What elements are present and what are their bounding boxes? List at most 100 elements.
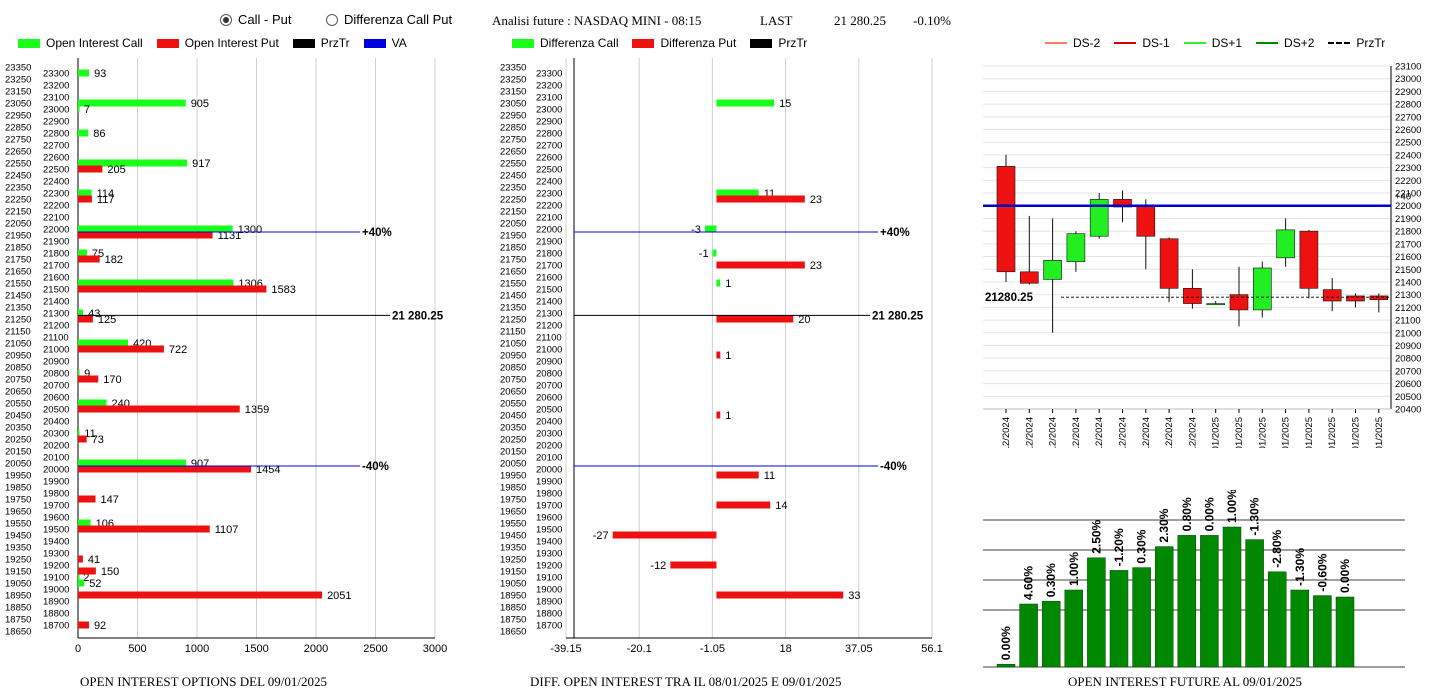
bar — [716, 315, 794, 323]
y-tick-label: 21900 — [536, 237, 562, 248]
y-tick-label: 23300 — [43, 69, 69, 80]
legend-label: Open Interest Call — [46, 36, 143, 50]
data-label: 0.80% — [1180, 497, 1194, 531]
data-label: 182 — [105, 254, 123, 266]
data-label: -2.80% — [1270, 529, 1284, 567]
data-label: 11 — [764, 188, 775, 200]
legend-label: PrzTr — [1356, 36, 1386, 50]
data-label: 2051 — [327, 590, 351, 602]
x-tick-label: 01/01/2025 — [1211, 417, 1222, 448]
legend-label: PrzTr — [320, 36, 350, 50]
data-label: -0.60% — [1315, 553, 1329, 591]
y-tick-label: 21600 — [536, 273, 562, 284]
y-tick-label: 20200 — [43, 441, 69, 452]
data-label: 2.30% — [1157, 508, 1171, 542]
bar — [78, 99, 186, 107]
bar — [1064, 589, 1084, 668]
y-tick-label: 20850 — [500, 363, 526, 374]
y-tick-label: 21350 — [5, 303, 31, 314]
bar — [78, 567, 96, 575]
y-tick-label: 18750 — [5, 615, 31, 626]
bar — [78, 435, 87, 443]
y-tick-label: 22100 — [1395, 189, 1421, 200]
y-tick-label: 22350 — [5, 183, 31, 194]
y-tick-label: 18900 — [43, 597, 69, 608]
data-label: 147 — [100, 494, 118, 506]
bar — [78, 369, 80, 377]
y-tick-label: 21100 — [43, 333, 69, 344]
candle-body — [1252, 267, 1272, 311]
y-tick-label: 20500 — [1395, 392, 1421, 403]
y-tick-label: 22300 — [536, 189, 562, 200]
y-tick-label: 22650 — [500, 147, 526, 158]
y-tick-label: 19300 — [536, 549, 562, 560]
y-tick-label: 19750 — [500, 495, 526, 506]
y-tick-label: 19000 — [43, 585, 69, 596]
bar — [716, 261, 805, 269]
data-label: 722 — [169, 344, 187, 356]
y-tick-label: 21850 — [500, 243, 526, 254]
data-label: 917 — [192, 158, 210, 170]
y-tick-label: 20700 — [536, 381, 562, 392]
y-tick-label: 20600 — [1395, 379, 1421, 390]
y-tick-label: 20400 — [536, 417, 562, 428]
radio-differenza[interactable]: Differenza Call Put — [326, 12, 452, 27]
y-tick-label: 20100 — [43, 453, 69, 464]
legend-item-ds-1: DS-1 — [1114, 36, 1170, 50]
y-tick-label: 20850 — [5, 363, 31, 374]
y-tick-label: 20300 — [536, 429, 562, 440]
legend-label: DS-1 — [1142, 36, 1170, 50]
y-tick-label: 22750 — [5, 135, 31, 146]
legend-item-ds-2: DS-2 — [1045, 36, 1100, 50]
bar — [1177, 535, 1197, 668]
y-tick-label: 21000 — [1395, 328, 1421, 339]
radio-call-put[interactable]: Call - Put — [220, 12, 291, 27]
data-label: 205 — [107, 164, 125, 176]
x-tick-label: 27/12/2024 — [1141, 417, 1152, 448]
bar — [996, 663, 1016, 668]
radio-differenza-indicator[interactable] — [326, 13, 338, 26]
data-label: 52 — [89, 578, 101, 590]
y-tick-label: 19700 — [43, 501, 69, 512]
legend-label: Differenza Put — [660, 36, 737, 50]
data-label: 905 — [191, 98, 209, 110]
candle-body — [1369, 295, 1389, 301]
x-tick-label: -20.1 — [627, 643, 652, 655]
legend-item-diff-put: Differenza Put — [632, 36, 736, 50]
y-tick-label: 21500 — [1395, 265, 1421, 276]
candle-body — [1136, 205, 1156, 237]
y-tick-label: 22900 — [43, 117, 69, 128]
y-tick-label: 22500 — [536, 165, 562, 176]
bar — [78, 165, 103, 173]
candle-body — [1113, 199, 1132, 208]
y-tick-label: 22500 — [1395, 138, 1421, 149]
y-tick-label: 18750 — [500, 615, 526, 626]
candle-body — [1346, 295, 1365, 302]
data-label: 11 — [764, 470, 775, 482]
bar — [1267, 571, 1287, 668]
x-tick-label: 56.1 — [921, 643, 942, 655]
data-label: 0.00% — [999, 626, 1013, 660]
y-tick-label: 19150 — [5, 567, 31, 578]
x-tick-label: -1.05 — [700, 643, 725, 655]
y-tick-label: 20950 — [5, 351, 31, 362]
y-tick-label: 21300 — [43, 309, 69, 320]
data-label: -12 — [650, 560, 666, 572]
radio-call-put-indicator[interactable] — [220, 13, 232, 26]
y-tick-label: 22300 — [1395, 163, 1421, 174]
y-tick-label: 19350 — [500, 543, 526, 554]
data-label: 86 — [93, 128, 105, 140]
bar — [716, 411, 721, 419]
data-label: 0.00% — [1202, 497, 1216, 531]
y-tick-label: 18700 — [43, 621, 69, 632]
y-tick-label: 19200 — [43, 561, 69, 572]
x-tick-label: 02/01/2025 — [1234, 417, 1245, 448]
y-tick-label: 21200 — [536, 321, 562, 332]
x-tick-label: -39.15 — [550, 643, 581, 655]
reference-line-label: 21 280.25 — [392, 310, 444, 322]
y-tick-label: 22000 — [536, 225, 562, 236]
legend-diff: Differenza Call Differenza Put PrzTr — [512, 36, 821, 50]
y-tick-label: 22500 — [43, 165, 69, 176]
y-tick-label: 22450 — [500, 171, 526, 182]
y-tick-label: 23300 — [536, 69, 562, 80]
